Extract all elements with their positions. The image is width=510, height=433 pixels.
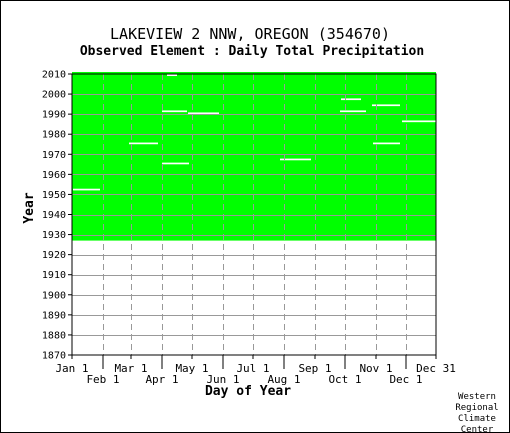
y-tick-label: 1880	[42, 330, 66, 341]
y-tick-labels: 2010 2000 1990 1980 1970 1960 1950 1940 1930 1920…	[42, 70, 72, 362]
y-tick-label: 1890	[42, 310, 66, 321]
y-tick-label: 1960	[42, 170, 66, 181]
grid-layer	[72, 74, 436, 355]
missing-data-segment	[280, 158, 311, 161]
x-tick-label-lower: Aug 1	[267, 373, 300, 386]
x-tick-label-upper: May 1	[175, 362, 208, 375]
x-tick-label-upper: Dec 31	[416, 362, 456, 375]
x-tick-label-lower: Jun 1	[206, 373, 239, 386]
y-tick-label: 1900	[42, 290, 66, 301]
y-tick-label: 1980	[42, 130, 66, 141]
credit-line-1: Western	[458, 392, 496, 402]
chart-subtitle: Observed Element : Daily Total Precipita…	[80, 44, 424, 59]
x-tick-label-lower: Oct 1	[328, 373, 361, 386]
x-tick-label-lower: Feb 1	[86, 373, 119, 386]
x-tick-label-upper: Mar 1	[114, 362, 147, 375]
missing-data-segment	[167, 74, 177, 77]
x-tick-label-upper: Sep 1	[298, 362, 331, 375]
missing-data-segment	[402, 120, 436, 123]
y-tick-label: 1970	[42, 150, 66, 161]
x-tick-label-upper: Jan 1	[55, 362, 88, 375]
y-tick-label: 1910	[42, 270, 66, 281]
chart-title: LAKEVIEW 2 NNW, OREGON (354670)	[110, 25, 390, 43]
missing-data-segment	[188, 112, 219, 115]
missing-data-segment	[162, 162, 189, 165]
y-tick-label: 1930	[42, 230, 66, 241]
missing-data-segment	[372, 104, 400, 107]
missing-data-segment	[162, 110, 187, 113]
y-tick-label: 1870	[42, 351, 66, 362]
x-tick-labels: Jan 1 Mar 1 May 1 Jul 1 Sep 1 Nov 1 Dec 31 Feb …	[55, 355, 456, 386]
credit-line-3: Climate	[458, 414, 496, 424]
missing-data-segment	[373, 142, 400, 145]
y-tick-label: 1990	[42, 110, 66, 121]
y-tick-label: 1940	[42, 210, 66, 221]
missing-data-segment	[341, 98, 361, 101]
wrcc-credit: Western Regional Climate Center	[455, 392, 498, 433]
x-tick-label-lower: Apr 1	[145, 373, 178, 386]
credit-line-2: Regional	[455, 403, 498, 413]
missing-data-segment	[73, 188, 100, 191]
missing-data-segment	[129, 142, 158, 145]
credit-line-4: Center	[461, 425, 494, 433]
y-tick-label: 1950	[42, 190, 66, 201]
y-tick-label: 2010	[42, 70, 66, 81]
y-tick-label: 1920	[42, 250, 66, 261]
y-axis-label: Year	[22, 192, 37, 223]
x-tick-label-upper: Nov 1	[359, 362, 392, 375]
x-tick-label-upper: Jul 1	[236, 362, 269, 375]
missing-data-segment	[340, 110, 366, 113]
x-axis-label: Day of Year	[205, 384, 291, 399]
y-tick-label: 2000	[42, 90, 66, 101]
x-tick-label-lower: Dec 1	[389, 373, 422, 386]
